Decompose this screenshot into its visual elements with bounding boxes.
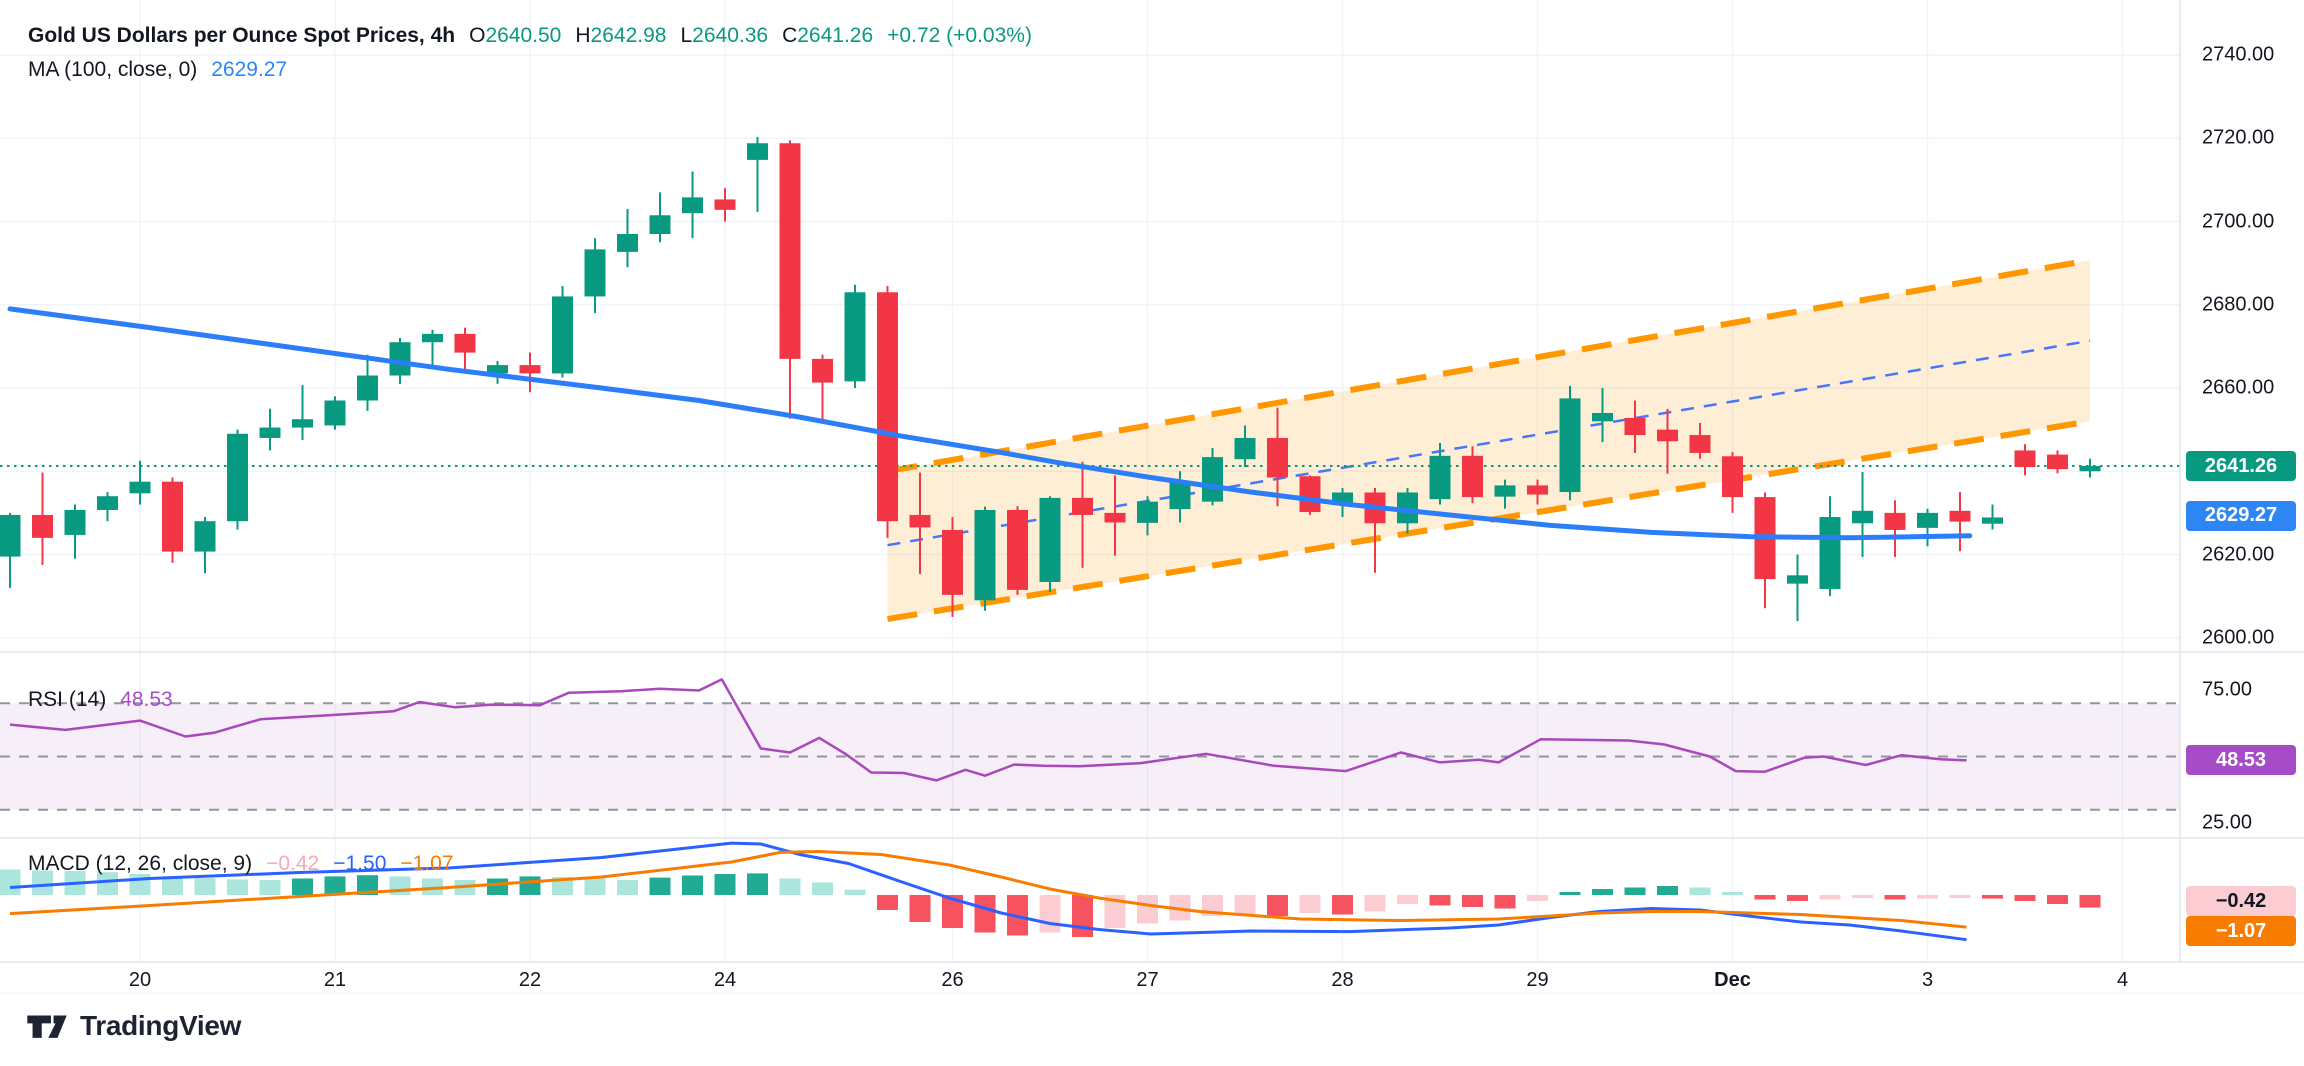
ma-100-line	[7, 306, 1973, 541]
regression-channel-median	[887, 339, 2091, 547]
regression-channel-upper	[886, 257, 2091, 475]
regression-channel-lower	[887, 418, 2091, 622]
candles	[0, 137, 2101, 622]
macd-signal-line	[9, 850, 1967, 929]
rsi-line	[9, 678, 1967, 782]
macd-histogram	[0, 869, 2101, 937]
regression-channel-fill	[887, 260, 2090, 620]
